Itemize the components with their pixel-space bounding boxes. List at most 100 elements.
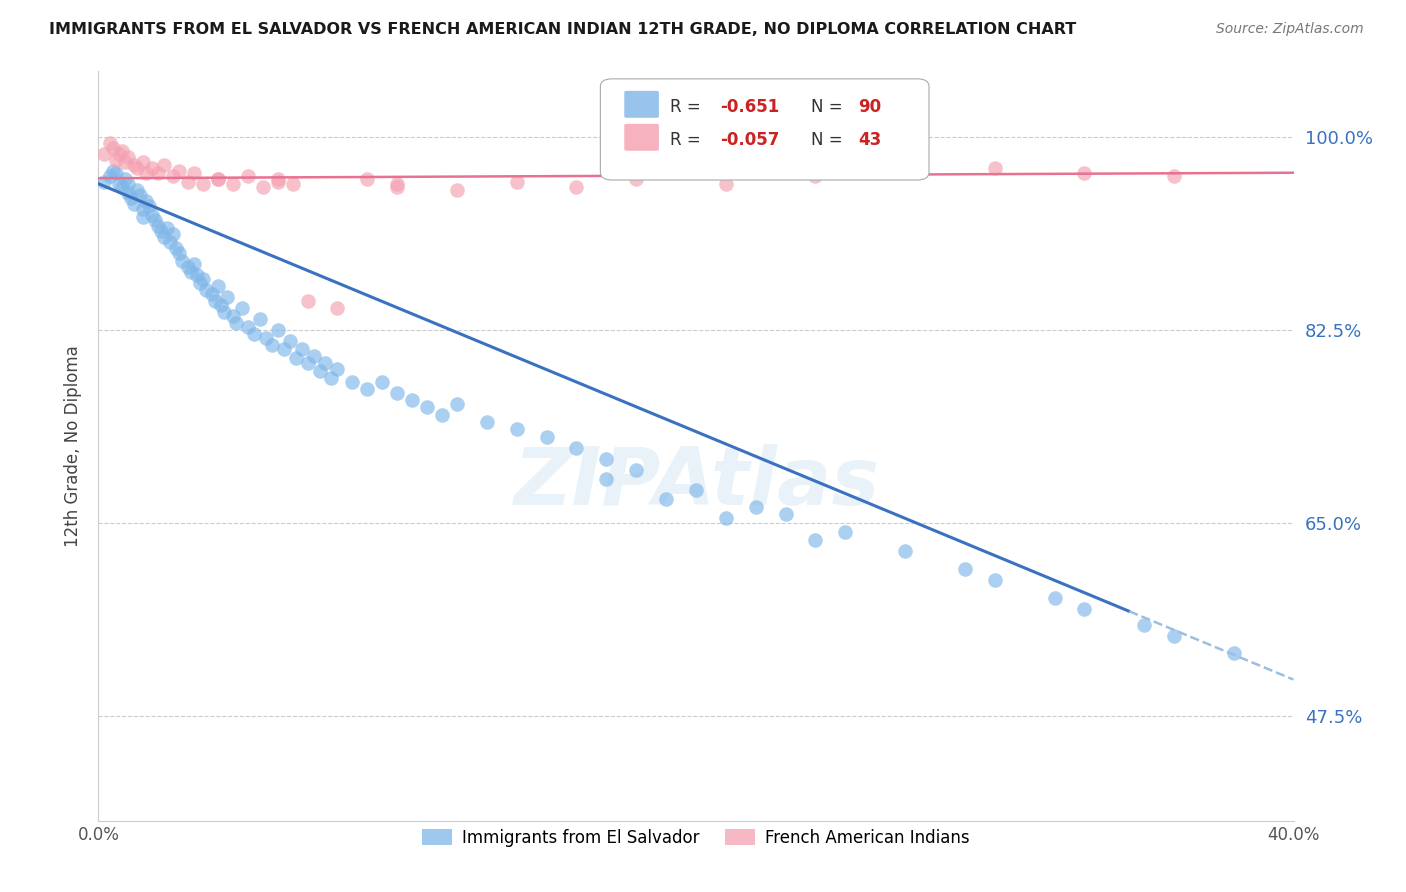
Point <box>172 253 194 268</box>
Point <box>416 401 439 415</box>
Point <box>114 154 136 169</box>
Point <box>297 293 319 308</box>
Point <box>207 172 229 186</box>
Point <box>207 279 229 293</box>
Point <box>162 227 184 242</box>
Point <box>565 180 588 194</box>
Point <box>326 301 349 316</box>
Point <box>626 463 648 477</box>
Point <box>236 169 259 183</box>
Point <box>446 397 468 411</box>
Point <box>127 183 149 197</box>
Point <box>143 213 166 227</box>
Point <box>191 177 214 191</box>
Text: -0.651: -0.651 <box>720 98 779 116</box>
Point <box>209 298 232 312</box>
Point <box>308 364 330 378</box>
Point <box>124 196 146 211</box>
Text: N =: N = <box>811 131 848 149</box>
Point <box>1223 646 1246 660</box>
Point <box>132 154 155 169</box>
Point <box>260 337 283 351</box>
Point <box>984 574 1007 588</box>
FancyBboxPatch shape <box>600 78 929 180</box>
Point <box>685 483 707 497</box>
Text: N =: N = <box>811 98 848 116</box>
Point <box>180 265 202 279</box>
Point <box>284 351 307 365</box>
Point <box>127 161 149 176</box>
Point <box>156 220 179 235</box>
Text: R =: R = <box>669 98 706 116</box>
Point <box>177 175 200 189</box>
Point <box>371 375 394 389</box>
Point <box>804 169 827 183</box>
Point <box>148 219 170 233</box>
Point <box>103 141 125 155</box>
Point <box>191 271 214 285</box>
Point <box>212 304 235 318</box>
Point <box>446 183 468 197</box>
Point <box>385 177 409 191</box>
Point <box>249 312 271 326</box>
Point <box>655 491 678 506</box>
Point <box>356 382 378 396</box>
Point <box>267 175 290 189</box>
Point <box>236 320 259 334</box>
Point <box>98 169 122 183</box>
Point <box>1073 166 1095 180</box>
Point <box>291 342 314 356</box>
Point <box>385 180 409 194</box>
Text: Source: ZipAtlas.com: Source: ZipAtlas.com <box>1216 22 1364 37</box>
Text: R =: R = <box>669 131 706 149</box>
Point <box>215 290 238 304</box>
Point <box>401 392 423 407</box>
Point <box>1163 628 1185 642</box>
Point <box>162 169 184 183</box>
Point <box>834 524 856 539</box>
FancyBboxPatch shape <box>624 124 659 151</box>
Point <box>714 510 737 524</box>
Point <box>188 276 211 290</box>
Point <box>565 441 588 455</box>
Point <box>953 562 976 576</box>
Point <box>1163 169 1185 183</box>
Point <box>201 287 224 301</box>
Point <box>108 147 131 161</box>
Point <box>183 257 205 271</box>
Point <box>98 136 122 150</box>
Point <box>297 356 319 370</box>
Point <box>117 150 139 164</box>
Point <box>167 246 190 260</box>
Point <box>278 334 301 349</box>
Text: ZIPAtlas: ZIPAtlas <box>513 444 879 523</box>
Point <box>506 175 529 189</box>
Point <box>475 415 498 429</box>
Point <box>111 144 134 158</box>
Point <box>804 533 827 547</box>
Point <box>165 241 187 255</box>
Point <box>243 326 266 341</box>
Point <box>135 194 157 209</box>
Point <box>105 166 128 180</box>
Point <box>252 180 274 194</box>
Point <box>222 309 245 323</box>
Point <box>103 163 125 178</box>
Point <box>207 172 229 186</box>
FancyBboxPatch shape <box>624 91 659 118</box>
Point <box>254 331 277 345</box>
Point <box>342 375 364 389</box>
Point <box>984 161 1007 176</box>
Point <box>114 172 136 186</box>
Point <box>356 172 378 186</box>
Point <box>894 163 917 178</box>
Point <box>714 177 737 191</box>
Text: 43: 43 <box>859 131 882 149</box>
Point <box>117 186 139 200</box>
Point <box>129 187 152 202</box>
Point <box>326 362 349 376</box>
Point <box>273 342 295 356</box>
Point <box>167 163 190 178</box>
Point <box>186 268 208 283</box>
Point <box>141 208 163 222</box>
